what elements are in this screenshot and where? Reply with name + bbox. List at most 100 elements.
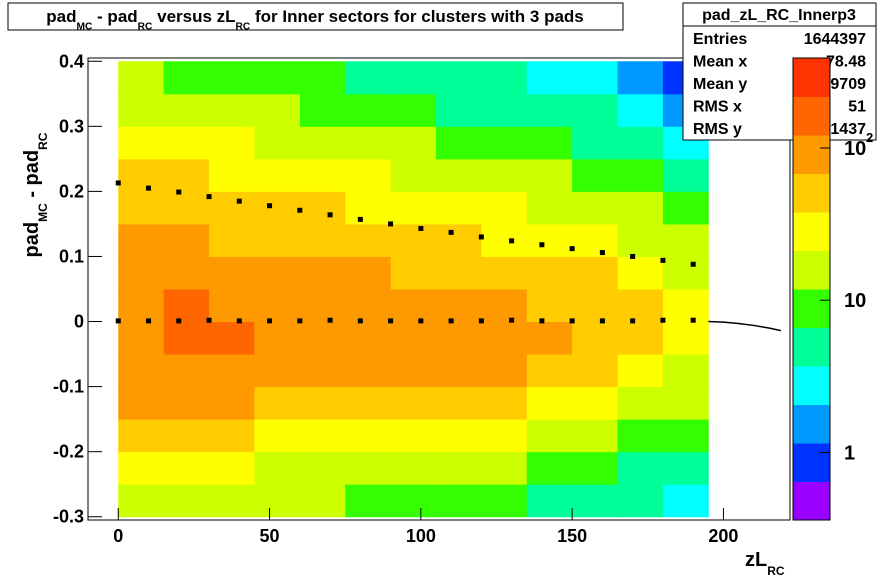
- profile-marker: [660, 257, 666, 263]
- profile-marker: [509, 238, 515, 244]
- heat-cell: [345, 419, 392, 453]
- heat-cell: [209, 419, 255, 453]
- heat-cell: [209, 93, 255, 127]
- heat-cell: [572, 158, 619, 192]
- heat-cell: [345, 354, 392, 388]
- heat-cell: [435, 61, 482, 95]
- profile-marker: [539, 318, 545, 324]
- text-part: pad: [46, 7, 76, 26]
- heat-cell: [572, 223, 619, 257]
- heat-cell: [209, 386, 255, 420]
- profile-marker: [115, 318, 121, 324]
- heat-cell: [435, 321, 482, 355]
- heat-cell: [481, 256, 528, 290]
- y-axis-label: padMC - padRC: [21, 132, 50, 257]
- heat-cell: [163, 354, 210, 388]
- heat-cell: [209, 451, 255, 485]
- heat-cell: [209, 191, 255, 225]
- heat-cell: [345, 256, 392, 290]
- heat-cell: [299, 191, 346, 225]
- stats-value: 51: [848, 99, 866, 116]
- heat-cell: [526, 158, 573, 192]
- profile-marker: [478, 318, 484, 324]
- heat-cell: [163, 223, 210, 257]
- heat-cell: [118, 386, 165, 420]
- x-tick-label: 200: [708, 526, 738, 546]
- y-tick-label: 0.3: [59, 116, 84, 136]
- heat-cell: [254, 93, 301, 127]
- stats-key: Mean y: [693, 76, 747, 93]
- heat-cell: [481, 419, 528, 453]
- stats-name: pad_zL_RC_Innerp3: [702, 7, 856, 24]
- profile-marker: [267, 318, 273, 324]
- heat-cell: [118, 484, 165, 518]
- palette-swatch: [793, 173, 830, 213]
- heat-cell: [209, 61, 255, 95]
- palette-swatch: [793, 289, 830, 328]
- heat-cell: [435, 158, 482, 192]
- heat-cell: [118, 191, 165, 225]
- subscript: MC: [36, 203, 50, 222]
- heat-cell: [572, 256, 619, 290]
- heat-cell: [435, 191, 482, 225]
- palette-swatch: [793, 443, 830, 482]
- heat-cell: [254, 61, 301, 95]
- palette-swatch: [793, 96, 830, 136]
- heat-cell: [572, 126, 619, 160]
- profile-marker: [599, 318, 605, 324]
- heat-cell: [481, 126, 528, 160]
- heat-cell: [299, 386, 346, 420]
- heat-cell: [435, 256, 482, 290]
- heat-cell: [299, 451, 346, 485]
- heat-cell: [435, 354, 482, 388]
- heat-cell: [254, 484, 301, 518]
- subscript: MC: [76, 22, 92, 33]
- heat-cell: [526, 451, 573, 485]
- palette-swatch: [793, 58, 830, 97]
- profile-marker: [146, 318, 152, 324]
- heat-cell: [163, 158, 210, 192]
- z-tick-label: 10: [844, 290, 866, 312]
- heat-cell: [617, 484, 664, 518]
- profile-marker: [690, 261, 696, 267]
- palette-swatch: [793, 250, 830, 290]
- heat-cell: [299, 321, 346, 355]
- heat-cell: [254, 256, 301, 290]
- profile-marker: [569, 246, 575, 252]
- profile-marker: [297, 318, 303, 324]
- profile-marker: [357, 318, 363, 324]
- heat-cell: [118, 419, 165, 453]
- heat-cell: [345, 158, 392, 192]
- profile-marker: [418, 318, 424, 324]
- text-part: for Inner sectors for clusters with 3 pa…: [250, 7, 583, 26]
- heat-cell: [526, 93, 573, 127]
- heat-cell: [345, 191, 392, 225]
- heat-cell: [345, 61, 392, 95]
- heat-cell: [662, 451, 709, 485]
- title-box: [7, 2, 624, 31]
- heat-cell: [118, 289, 165, 323]
- heat-cell: [209, 223, 255, 257]
- x-tick-label: 100: [406, 526, 436, 546]
- profile-line: [708, 320, 782, 332]
- heat-cell: [572, 419, 619, 453]
- subscript: RC: [767, 564, 785, 578]
- y-tick-label: 0.2: [59, 181, 84, 201]
- heat-cell: [345, 126, 392, 160]
- heat-cell: [118, 321, 165, 355]
- heat-cell: [163, 289, 210, 323]
- heat-cell: [435, 386, 482, 420]
- heat-cell: [390, 191, 437, 225]
- heat-cell: [617, 191, 664, 225]
- heat-cell: [209, 321, 255, 355]
- heat-cell: [299, 256, 346, 290]
- profile-marker: [206, 317, 212, 323]
- profile-marker: [267, 203, 273, 209]
- stats-key: RMS y: [693, 121, 742, 138]
- heat-cell: [254, 451, 301, 485]
- heat-cell: [572, 289, 619, 323]
- stats-key: Mean x: [693, 54, 747, 71]
- profile-marker: [115, 180, 121, 186]
- heat-cell: [118, 451, 165, 485]
